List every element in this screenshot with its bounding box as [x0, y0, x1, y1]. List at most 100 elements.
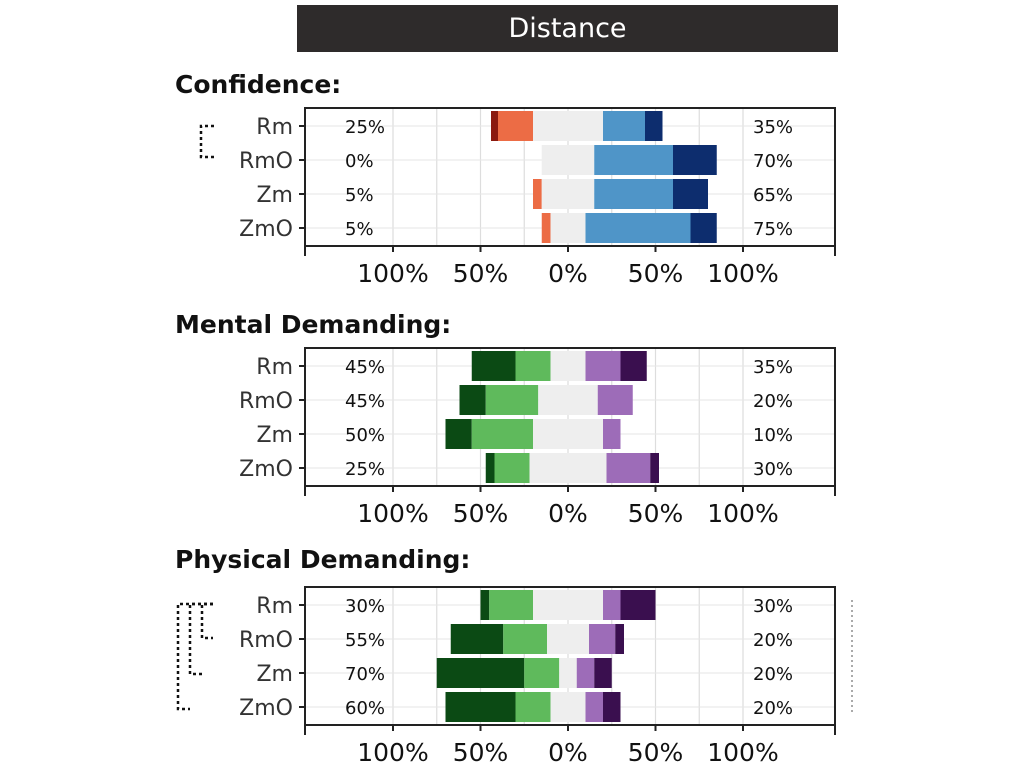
bar-segment [485, 385, 539, 415]
category-label: RmO [239, 149, 293, 174]
bar-segment [515, 351, 551, 381]
bar-segment [615, 624, 624, 654]
left-percent-label: 50% [345, 425, 385, 446]
bar-segment [498, 111, 533, 141]
bar-segment [673, 179, 708, 209]
bar-segment [547, 624, 589, 654]
bar-segment [585, 692, 603, 722]
bar-segment [550, 351, 586, 381]
left-percent-label: 0% [345, 151, 374, 172]
panel-title-physical-demanding: Physical Demanding: [175, 545, 471, 574]
left-percent-label: 55% [345, 630, 385, 651]
right-percent-label: 35% [753, 117, 793, 138]
bar-segment [620, 351, 647, 381]
x-tick-label: 0% [548, 499, 588, 528]
bar-segment [594, 658, 612, 688]
right-percent-label: 20% [753, 630, 793, 651]
significance-bracket [176, 602, 213, 711]
category-label: Zm [256, 183, 293, 208]
category-label: ZmO [239, 217, 293, 242]
bar-segment [576, 658, 595, 688]
x-tick-label: 100% [707, 499, 778, 528]
bar-segment [459, 385, 486, 415]
panel-0: Rm 25% 35% RmO 0% 70% Zm 5% 65% ZmO 5% 75% 100% 50% 0%… [239, 107, 836, 288]
category-label: Zm [256, 423, 293, 448]
bar-segment [503, 624, 547, 654]
bar-segment [485, 453, 495, 483]
bar-segment [450, 624, 504, 654]
right-percent-label: 75% [753, 219, 793, 240]
bar-segment [471, 351, 516, 381]
panel-2: Rm 30% 30% RmO 55% 20% Zm 70% 20% ZmO 60% 20% 100% 50… [239, 586, 836, 767]
x-tick-label: 50% [453, 738, 509, 767]
bar-segment [533, 590, 603, 620]
category-label: RmO [239, 389, 293, 414]
bar-segment [594, 179, 673, 209]
bar-segment [480, 590, 490, 620]
bar-segment [471, 419, 533, 449]
bar-segment [603, 590, 621, 620]
bar-segment [650, 453, 659, 483]
x-tick-label: 100% [357, 259, 428, 288]
bar-segment [538, 385, 598, 415]
bar-segment [645, 111, 663, 141]
bar-segment [494, 453, 530, 483]
x-tick-label: 50% [628, 259, 684, 288]
bar-segment [541, 213, 551, 243]
bar-segment [541, 179, 595, 209]
category-label: ZmO [239, 696, 293, 721]
bar-segment [550, 213, 586, 243]
bar-segment [603, 692, 621, 722]
right-percent-label: 65% [753, 185, 793, 206]
x-tick-label: 50% [453, 499, 509, 528]
panel-border [304, 107, 836, 247]
bar-segment [620, 590, 656, 620]
left-percent-label: 60% [345, 698, 385, 719]
bar-segment [533, 179, 542, 209]
left-percent-label: 5% [345, 219, 374, 240]
category-label: RmO [239, 628, 293, 653]
right-percent-label: 20% [753, 391, 793, 412]
bar-segment [589, 624, 616, 654]
bar-segment [597, 385, 633, 415]
left-percent-label: 45% [345, 391, 385, 412]
category-label: Rm [256, 115, 293, 140]
bar-segment [489, 590, 533, 620]
x-tick-label: 100% [357, 738, 428, 767]
x-tick-label: 50% [453, 259, 509, 288]
significance-bracket [200, 602, 213, 640]
right-percent-label: 20% [753, 664, 793, 685]
bar-segment [585, 351, 621, 381]
x-tick-label: 100% [357, 499, 428, 528]
bar-segment [673, 145, 717, 175]
x-tick-label: 0% [548, 259, 588, 288]
bar-segment [515, 692, 551, 722]
bar-segment [524, 658, 560, 688]
left-percent-label: 45% [345, 357, 385, 378]
right-percent-label: 10% [753, 425, 793, 446]
x-tick-label: 0% [548, 738, 588, 767]
bar-segment [585, 213, 691, 243]
category-label: Rm [256, 355, 293, 380]
bar-segment [533, 419, 603, 449]
chart-header-title: Distance [297, 5, 838, 52]
right-percent-label: 70% [753, 151, 793, 172]
bar-segment [436, 658, 525, 688]
x-tick-label: 50% [628, 499, 684, 528]
left-percent-label: 5% [345, 185, 374, 206]
bar-segment [550, 692, 586, 722]
panel-1: Rm 45% 35% RmO 45% 20% Zm 50% 10% ZmO 25% 30% 100% 50… [239, 347, 836, 528]
right-percent-label: 20% [753, 698, 793, 719]
panel-border [304, 586, 836, 726]
bar-segment [690, 213, 717, 243]
bar-segment [491, 111, 498, 141]
bar-segment [533, 111, 603, 141]
right-percent-label: 35% [753, 357, 793, 378]
bar-segment [606, 453, 651, 483]
significance-bracket [199, 124, 214, 159]
panel-border [304, 347, 836, 487]
x-tick-label: 100% [707, 259, 778, 288]
bar-segment [559, 658, 577, 688]
bar-segment [529, 453, 607, 483]
